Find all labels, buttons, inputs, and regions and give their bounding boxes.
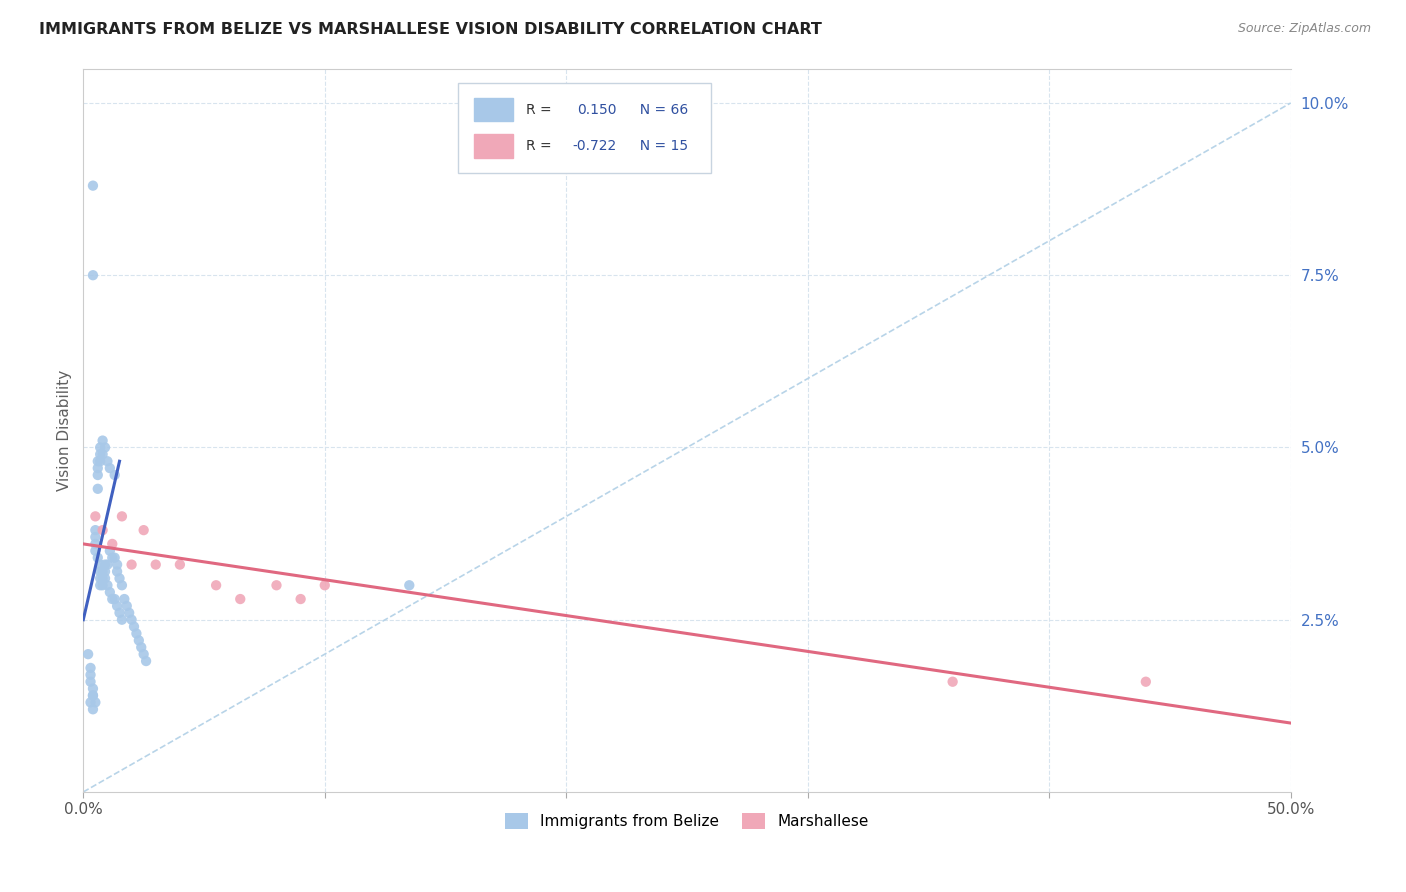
- Point: [79, 674, 101, 689]
- Point: [82, 689, 104, 703]
- Point: [96, 558, 118, 572]
- Point: [129, 640, 152, 655]
- Point: [1135, 674, 1157, 689]
- Text: IMMIGRANTS FROM BELIZE VS MARSHALLESE VISION DISABILITY CORRELATION CHART: IMMIGRANTS FROM BELIZE VS MARSHALLESE VI…: [39, 22, 823, 37]
- Point: [91, 447, 114, 461]
- Point: [84, 530, 107, 544]
- Point: [82, 702, 104, 716]
- Point: [87, 482, 110, 496]
- Point: [96, 578, 118, 592]
- Point: [89, 571, 111, 585]
- Point: [121, 558, 143, 572]
- Point: [84, 509, 107, 524]
- Point: [82, 689, 104, 703]
- Y-axis label: Vision Disability: Vision Disability: [58, 369, 72, 491]
- Point: [135, 654, 157, 668]
- Text: N = 66: N = 66: [631, 103, 689, 117]
- Point: [91, 523, 114, 537]
- FancyBboxPatch shape: [457, 83, 711, 173]
- Point: [145, 558, 167, 572]
- Point: [205, 578, 228, 592]
- Point: [266, 578, 288, 592]
- Point: [398, 578, 420, 592]
- Point: [98, 544, 121, 558]
- Point: [77, 647, 100, 661]
- Point: [87, 468, 110, 483]
- Point: [89, 441, 111, 455]
- Text: N = 15: N = 15: [631, 139, 689, 153]
- Point: [82, 268, 104, 283]
- Point: [105, 599, 128, 613]
- Point: [104, 550, 127, 565]
- Point: [89, 447, 111, 461]
- Point: [108, 571, 131, 585]
- Point: [84, 523, 107, 537]
- Point: [94, 558, 117, 572]
- Point: [98, 585, 121, 599]
- Point: [118, 606, 141, 620]
- Point: [105, 565, 128, 579]
- Point: [89, 454, 111, 468]
- Point: [79, 695, 101, 709]
- Point: [91, 578, 114, 592]
- Point: [84, 544, 107, 558]
- Point: [79, 661, 101, 675]
- Point: [94, 565, 117, 579]
- Point: [101, 537, 124, 551]
- Point: [108, 606, 131, 620]
- Point: [169, 558, 191, 572]
- Point: [104, 468, 127, 483]
- Text: Source: ZipAtlas.com: Source: ZipAtlas.com: [1237, 22, 1371, 36]
- Text: 0.150: 0.150: [576, 103, 617, 117]
- Point: [290, 592, 312, 607]
- Point: [91, 434, 114, 448]
- Point: [105, 558, 128, 572]
- Legend: Immigrants from Belize, Marshallese: Immigrants from Belize, Marshallese: [499, 806, 875, 835]
- Point: [132, 523, 155, 537]
- Text: R =: R =: [526, 103, 561, 117]
- Point: [84, 537, 107, 551]
- Point: [87, 454, 110, 468]
- Point: [98, 461, 121, 475]
- Point: [128, 633, 150, 648]
- Point: [87, 461, 110, 475]
- Point: [314, 578, 336, 592]
- Point: [229, 592, 252, 607]
- Point: [96, 454, 118, 468]
- Point: [91, 565, 114, 579]
- Point: [132, 647, 155, 661]
- Point: [89, 565, 111, 579]
- Point: [121, 613, 143, 627]
- Point: [89, 578, 111, 592]
- Point: [94, 571, 117, 585]
- Point: [104, 592, 127, 607]
- Point: [89, 558, 111, 572]
- Point: [942, 674, 965, 689]
- Point: [111, 509, 134, 524]
- Point: [91, 571, 114, 585]
- Point: [87, 550, 110, 565]
- Point: [111, 578, 134, 592]
- FancyBboxPatch shape: [474, 98, 513, 121]
- Point: [101, 550, 124, 565]
- Point: [82, 178, 104, 193]
- Point: [82, 681, 104, 696]
- Point: [84, 695, 107, 709]
- Point: [112, 592, 135, 607]
- Point: [115, 599, 138, 613]
- Point: [122, 619, 145, 633]
- Text: -0.722: -0.722: [572, 139, 617, 153]
- Text: R =: R =: [526, 139, 557, 153]
- Point: [79, 668, 101, 682]
- Point: [94, 441, 117, 455]
- Point: [125, 626, 148, 640]
- Point: [101, 592, 124, 607]
- FancyBboxPatch shape: [474, 135, 513, 158]
- Point: [111, 613, 134, 627]
